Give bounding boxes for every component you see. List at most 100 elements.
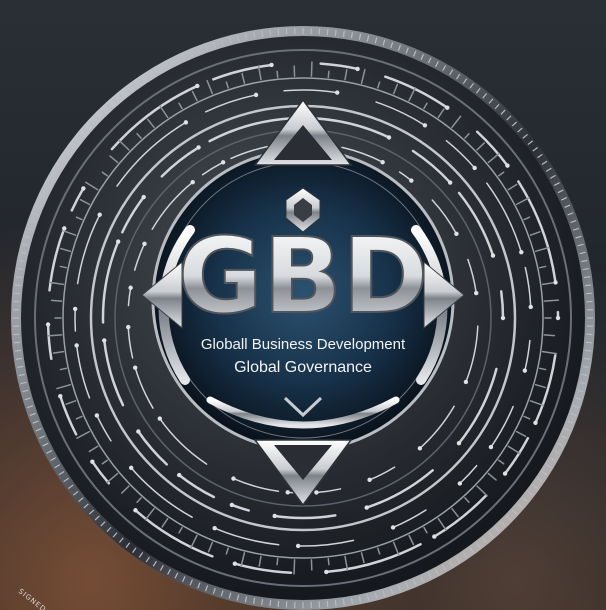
edge-tick [94, 515, 100, 521]
circuit-trace [110, 84, 199, 151]
radial-tick [392, 83, 399, 95]
edge-tick [545, 464, 552, 469]
radial-tick [225, 547, 229, 555]
edge-tick [527, 490, 534, 496]
edge-engraving: SIGNED W [17, 587, 57, 610]
radial-tick [487, 472, 497, 481]
edge-tick [397, 44, 402, 51]
radial-tick [65, 400, 77, 405]
edge-tick [261, 599, 264, 606]
edge-tick [585, 284, 592, 287]
edge-tick [189, 50, 193, 57]
edge-tick [500, 109, 506, 115]
radial-tick [507, 183, 518, 191]
circuit-trace [213, 527, 280, 546]
shield-emblem-icon [285, 187, 321, 233]
edge-tick [197, 582, 201, 589]
edge-tick [581, 259, 588, 263]
radial-tick [529, 231, 541, 236]
circuit-trace [457, 191, 495, 257]
edge-tick [342, 30, 345, 37]
circuit-node [58, 393, 63, 399]
compass-wedge-right [423, 260, 465, 330]
circuit-node [314, 490, 319, 495]
radial-tick [377, 81, 381, 89]
edge-tick [511, 121, 518, 127]
circuit-trace [130, 467, 193, 518]
tagline-line-1: Globall Business Development [201, 336, 406, 353]
edge-tick [14, 292, 21, 295]
edge-tick [382, 39, 386, 46]
edge-tick [38, 196, 45, 201]
edge-tick [46, 450, 53, 454]
edge-tick [482, 93, 488, 99]
edge-tick [24, 235, 31, 239]
circuit-node [488, 444, 494, 450]
radial-tick [159, 105, 169, 119]
circuit-node [212, 526, 217, 531]
edge-tick [561, 435, 568, 440]
edge-tick [125, 542, 131, 549]
radial-tick [498, 459, 505, 465]
circuit-node [417, 446, 423, 451]
edge-tick [159, 564, 164, 571]
edge-tick [14, 349, 21, 352]
circuit-node [533, 420, 538, 425]
circuit-node [285, 490, 290, 495]
circuit-node [555, 315, 561, 321]
edge-tick [506, 515, 512, 521]
radial-tick [178, 102, 183, 110]
edge-tick [181, 53, 186, 60]
edge-tick [584, 357, 591, 360]
edge-tick [42, 189, 49, 194]
radial-tick [50, 299, 63, 302]
radial-tick [408, 534, 415, 546]
circuit-trace [103, 339, 125, 407]
circuit-trace [101, 240, 120, 324]
radial-tick [529, 400, 545, 407]
radial-tick [377, 547, 381, 555]
radial-tick [498, 171, 505, 177]
edge-tick [557, 442, 564, 447]
edge-tick [29, 412, 36, 417]
edge-tick [522, 497, 528, 503]
radial-tick [423, 102, 428, 110]
circuit-node [445, 105, 450, 110]
circuit-node [422, 123, 428, 128]
edge-tick [83, 503, 89, 509]
circuit-node [295, 543, 301, 549]
edge-tick [17, 365, 24, 369]
edge-tick [358, 596, 362, 603]
circuit-node [253, 92, 259, 98]
radial-tick [344, 555, 349, 571]
radial-tick [225, 81, 229, 89]
edge-tick [118, 93, 124, 99]
edge-tick [152, 560, 157, 567]
radial-tick [543, 334, 556, 337]
radial-tick [59, 265, 68, 269]
circuit-node [367, 477, 372, 483]
edge-tick [541, 471, 548, 476]
circuit-node [454, 231, 459, 237]
radial-tick [344, 69, 348, 81]
edge-tick [145, 73, 150, 80]
edge-tick [72, 490, 79, 496]
edge-tick [413, 579, 417, 586]
radial-tick [206, 79, 214, 95]
edge-tick [132, 547, 137, 553]
radial-tick [48, 281, 65, 286]
radial-tick [109, 155, 119, 164]
edge-tick [22, 389, 29, 393]
radial-tick [191, 90, 198, 102]
edge-tick [382, 590, 386, 597]
edge-tick [462, 552, 468, 558]
edge-tick [420, 53, 425, 60]
edge-tick [167, 61, 171, 68]
radial-tick [88, 445, 99, 453]
circuit-node [490, 253, 496, 258]
circuit-node [90, 459, 95, 464]
circuit-node [528, 304, 533, 310]
radial-tick [240, 552, 246, 568]
edge-tick [83, 127, 89, 133]
radial-tick [392, 541, 400, 557]
